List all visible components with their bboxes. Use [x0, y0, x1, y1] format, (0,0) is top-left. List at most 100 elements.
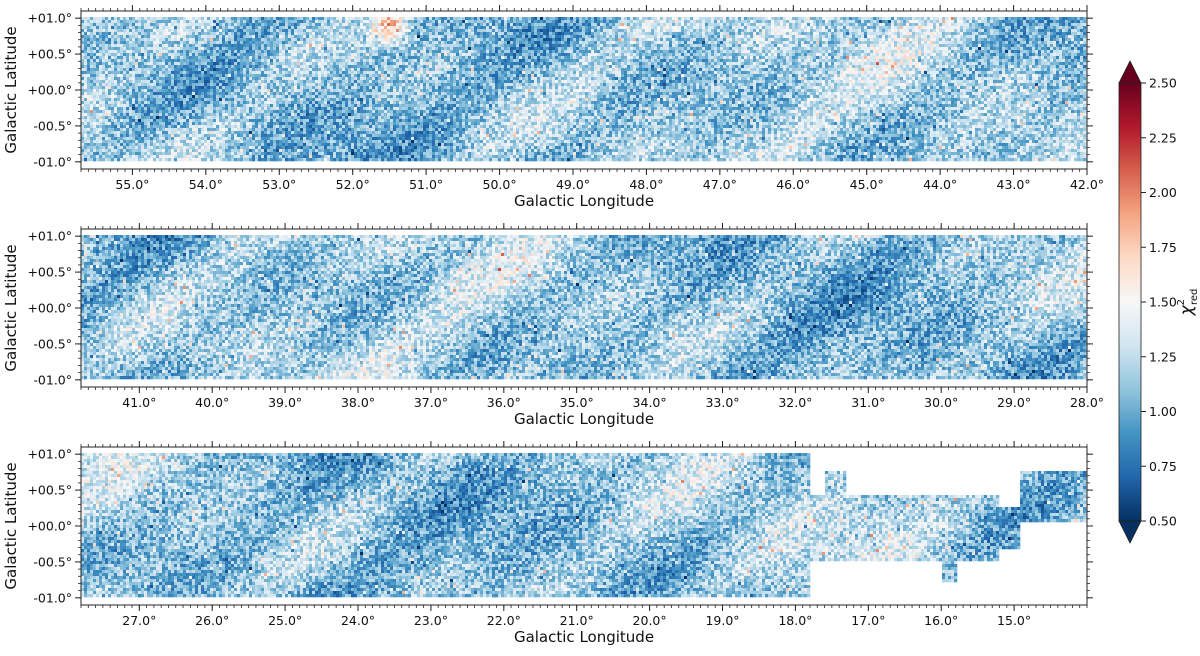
- heatmap-cell: [318, 17, 322, 21]
- heatmap-cell: [198, 59, 202, 63]
- heatmap-cell: [1002, 26, 1006, 30]
- heatmap-cell: [492, 50, 496, 54]
- heatmap-cell: [456, 59, 460, 63]
- heatmap-cell: [795, 20, 799, 24]
- heatmap-cell: [684, 20, 688, 24]
- heatmap-cell: [900, 41, 904, 45]
- heatmap-cell: [486, 23, 490, 27]
- heatmap-cell: [978, 29, 982, 33]
- heatmap-cell: [216, 44, 220, 48]
- heatmap-cell: [318, 41, 322, 45]
- heatmap-cell: [174, 32, 178, 36]
- heatmap-cell: [705, 20, 709, 24]
- heatmap-cell: [201, 38, 205, 42]
- heatmap-cell: [633, 38, 637, 42]
- heatmap-cell: [828, 32, 832, 36]
- heatmap-cell: [726, 23, 730, 27]
- heatmap-cell: [204, 17, 208, 21]
- heatmap-cell: [639, 50, 643, 54]
- heatmap-cell: [510, 20, 514, 24]
- heatmap-cell: [114, 53, 118, 57]
- heatmap-cell: [588, 44, 592, 48]
- heatmap-cell: [936, 44, 940, 48]
- heatmap-cell: [690, 53, 694, 57]
- heatmap-cell: [120, 38, 124, 42]
- heatmap-cell: [366, 56, 370, 60]
- heatmap-cell: [201, 32, 205, 36]
- heatmap-cell: [984, 17, 988, 21]
- heatmap-cell: [477, 59, 481, 63]
- heatmap-cell: [933, 44, 937, 48]
- heatmap-cell: [597, 41, 601, 45]
- heatmap-cell: [609, 53, 613, 57]
- heatmap-cell: [660, 20, 664, 24]
- heatmap-cell: [936, 20, 940, 24]
- heatmap-cell: [849, 26, 853, 30]
- heatmap-cell: [270, 29, 274, 33]
- heatmap-cell: [681, 32, 685, 36]
- heatmap-cell: [867, 53, 871, 57]
- heatmap-cell: [627, 32, 631, 36]
- heatmap-cell: [801, 59, 805, 63]
- heatmap-cell: [432, 44, 436, 48]
- heatmap-cell: [423, 38, 427, 42]
- heatmap-cell: [447, 50, 451, 54]
- heatmap-cell: [570, 35, 574, 39]
- heatmap-cell: [219, 59, 223, 63]
- heatmap-cell: [1029, 38, 1033, 42]
- heatmap-cell: [522, 23, 526, 27]
- heatmap-cell: [711, 47, 715, 51]
- heatmap-cell: [342, 50, 346, 54]
- heatmap-cell: [993, 44, 997, 48]
- heatmap-cell: [615, 38, 619, 42]
- heatmap-cell: [903, 35, 907, 39]
- heatmap-cell: [948, 53, 952, 57]
- heatmap-cell: [528, 47, 532, 51]
- heatmap-cell: [753, 53, 757, 57]
- heatmap-cell: [690, 59, 694, 63]
- heatmap-cell: [633, 35, 637, 39]
- heatmap-cell: [774, 32, 778, 36]
- heatmap-cell: [711, 44, 715, 48]
- heatmap-cell: [717, 53, 721, 57]
- heatmap-cell: [591, 59, 595, 63]
- heatmap-cell: [501, 35, 505, 39]
- heatmap-cell: [1023, 26, 1027, 30]
- heatmap-cell: [747, 32, 751, 36]
- heatmap-cell: [1014, 20, 1018, 24]
- heatmap-cell: [111, 50, 115, 54]
- heatmap-cell: [687, 26, 691, 30]
- heatmap-cell: [549, 41, 553, 45]
- heatmap-cell: [411, 26, 415, 30]
- heatmap-cell: [870, 59, 874, 63]
- heatmap-cell: [753, 41, 757, 45]
- heatmap-cell: [180, 50, 184, 54]
- heatmap-cell: [249, 50, 253, 54]
- heatmap-cell: [360, 26, 364, 30]
- heatmap-cell: [894, 59, 898, 63]
- heatmap-cell: [978, 50, 982, 54]
- heatmap-cell: [669, 56, 673, 60]
- heatmap-cell: [213, 29, 217, 33]
- heatmap-cell: [474, 41, 478, 45]
- heatmap-cell: [702, 38, 706, 42]
- heatmap-cell: [327, 47, 331, 51]
- heatmap-cell: [987, 41, 991, 45]
- heatmap-cell: [126, 50, 130, 54]
- heatmap-cell: [504, 59, 508, 63]
- heatmap-cell: [1020, 17, 1024, 21]
- heatmap-cell: [867, 44, 871, 48]
- heatmap-cell: [210, 32, 214, 36]
- heatmap-cell: [240, 26, 244, 30]
- heatmap-cell: [237, 29, 241, 33]
- heatmap-cell: [465, 59, 469, 63]
- heatmap-cell: [216, 50, 220, 54]
- heatmap-cell: [948, 47, 952, 51]
- heatmap-cell: [87, 41, 91, 45]
- heatmap-cell: [267, 44, 271, 48]
- heatmap-cell: [93, 44, 97, 48]
- heatmap-cell: [732, 26, 736, 30]
- heatmap-cell: [876, 35, 880, 39]
- heatmap-cell: [81, 17, 85, 21]
- heatmap-cell: [297, 41, 301, 45]
